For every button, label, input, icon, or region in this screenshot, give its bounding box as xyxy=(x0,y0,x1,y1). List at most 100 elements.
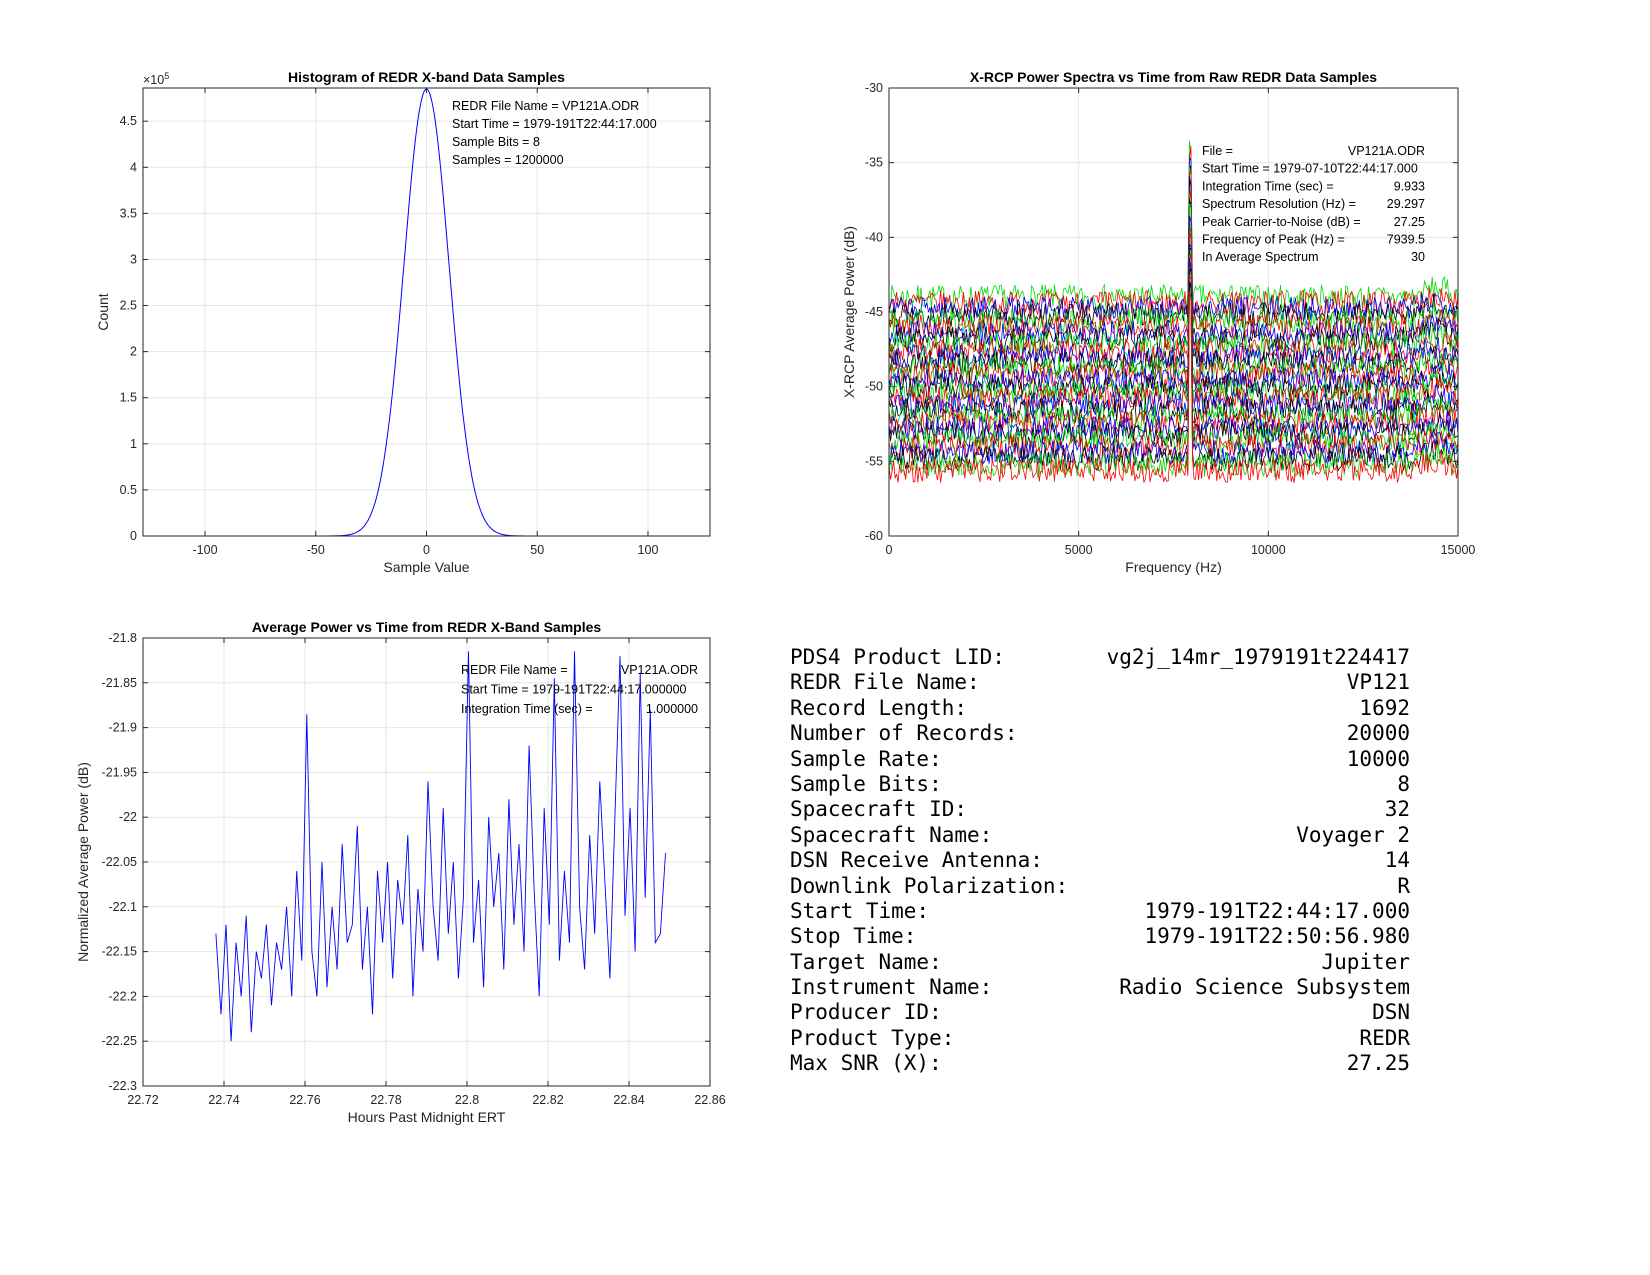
field-label: Spacecraft ID: xyxy=(790,797,968,822)
annotation-text: Sample Bits = 8 xyxy=(452,135,540,149)
table-row: Stop Time: 1979-191T22:50:56.980 xyxy=(790,924,1410,949)
x-tick-label: 100 xyxy=(638,543,659,557)
table-row: Product Type: REDR xyxy=(790,1026,1410,1051)
annotation-label: REDR File Name = xyxy=(461,663,568,677)
x-tick-label: 22.74 xyxy=(208,1093,239,1107)
spectrum-line xyxy=(888,243,1459,418)
y-tick-label: -40 xyxy=(865,230,883,244)
table-row: Downlink Polarization: R xyxy=(790,874,1410,899)
hist-chart: -100 -50 0 50 100 0 0.5 1 1.5 2 2.5 3 3.5 4 4.5 Histogr… xyxy=(95,69,711,575)
x-tick-label: 10000 xyxy=(1251,543,1286,557)
spectrum-line xyxy=(888,273,1459,455)
field-value: 20000 xyxy=(1346,721,1410,746)
y-tick-label: -22.25 xyxy=(102,1034,137,1048)
x-tick-label: 22.78 xyxy=(370,1093,401,1107)
x-axis-label: Hours Past Midnight ERT xyxy=(348,1109,506,1125)
table-row: Sample Rate: 10000 xyxy=(790,747,1410,772)
field-value: DSN xyxy=(1372,1000,1410,1025)
x-tick-label: 22.84 xyxy=(613,1093,644,1107)
x-axis-label: Sample Value xyxy=(383,559,469,575)
y-tick-label: -22.15 xyxy=(102,945,137,959)
y-axis-label: Normalized Average Power (dB) xyxy=(75,762,91,962)
power-chart: 22.72 22.74 22.76 22.78 22.8 22.82 22.84 22.86 -… xyxy=(75,619,726,1125)
field-label: REDR File Name: xyxy=(790,670,980,695)
x-tick-label: -100 xyxy=(193,543,218,557)
y-axis-label: Count xyxy=(95,293,111,330)
product-summary-table: PDS4 Product LID: vg2j_14mr_1979191t22441… xyxy=(790,645,1410,1077)
table-row: Spacecraft Name: Voyager 2 xyxy=(790,823,1410,848)
y-tick-label: -22.05 xyxy=(102,855,137,869)
annotation-label: In Average Spectrum xyxy=(1202,250,1319,264)
x-tick-label: 0 xyxy=(886,543,893,557)
y-tick-label: 1.5 xyxy=(120,391,137,405)
y-tick-label: -30 xyxy=(865,81,883,95)
table-row: Record Length: 1692 xyxy=(790,696,1410,721)
y-exponent-label: ×105 xyxy=(143,71,169,87)
field-value: Jupiter xyxy=(1321,949,1410,974)
spectrum-line xyxy=(888,171,1459,341)
y-tick-label: -35 xyxy=(865,156,883,170)
field-label: Spacecraft Name: xyxy=(790,822,993,847)
chart-title: Average Power vs Time from REDR X-Band S… xyxy=(252,619,602,635)
field-value: VP121 xyxy=(1346,670,1410,695)
field-value: 10000 xyxy=(1346,746,1410,771)
y-tick-label: -50 xyxy=(865,380,883,394)
field-label: Number of Records: xyxy=(790,721,1018,746)
y-tick-label: -22.3 xyxy=(109,1079,138,1093)
y-axis-label: X-RCP Average Power (dB) xyxy=(841,226,857,398)
y-tick-label: 2.5 xyxy=(120,299,137,313)
x-tick-label: 22.72 xyxy=(127,1093,158,1107)
spectrum-line xyxy=(888,281,1459,466)
field-label: Start Time: xyxy=(790,898,930,923)
field-label: DSN Receive Antenna: xyxy=(790,848,1043,873)
field-value: vg2j_14mr_1979191t224417 xyxy=(1106,645,1410,669)
x-tick-label: 22.76 xyxy=(289,1093,320,1107)
field-label: Instrument Name: xyxy=(790,975,993,1000)
field-label: Product Type: xyxy=(790,1025,955,1050)
y-tick-label: -60 xyxy=(865,529,883,543)
field-value: 32 xyxy=(1384,797,1410,822)
x-tick-label: 50 xyxy=(530,543,544,557)
table-row: Spacecraft ID: 32 xyxy=(790,797,1410,822)
field-value: R xyxy=(1397,873,1410,898)
table-row: PDS4 Product LID: vg2j_14mr_1979191t22441… xyxy=(790,645,1410,670)
table-row: REDR File Name: VP121 xyxy=(790,670,1410,695)
annotation-text: REDR File Name = VP121A.ODR xyxy=(452,99,639,113)
table-row: Max SNR (X): 27.25 xyxy=(790,1051,1410,1076)
annotation-value: VP121A.ODR xyxy=(621,663,698,677)
annotation-label: File = xyxy=(1202,144,1233,158)
field-value: 8 xyxy=(1397,771,1410,796)
field-label: Sample Rate: xyxy=(790,746,942,771)
field-value: 1979-191T22:50:56.980 xyxy=(1144,924,1410,949)
y-tick-label: -21.85 xyxy=(102,676,137,690)
spectrum-line xyxy=(888,250,1459,431)
field-value: 27.25 xyxy=(1346,1051,1410,1076)
x-tick-label: 22.86 xyxy=(694,1093,725,1107)
field-value: REDR xyxy=(1359,1025,1410,1050)
chart-title: Histogram of REDR X-band Data Samples xyxy=(288,69,565,85)
spectrum-line xyxy=(888,180,1459,353)
annotation-value: 29.297 xyxy=(1387,197,1425,211)
annotation-label: Start Time = 1979-07-10T22:44:17.000 xyxy=(1202,162,1418,176)
spec-chart: 0 5000 10000 15000 -60 -55 -50 -45 -40 -35 -30 X-RC… xyxy=(841,69,1475,575)
x-tick-label: 0 xyxy=(423,543,430,557)
field-value: 14 xyxy=(1384,848,1410,873)
power-line xyxy=(215,651,666,1042)
y-tick-label: -55 xyxy=(865,454,883,468)
annotation-value: 7939.5 xyxy=(1387,233,1425,247)
y-tick-label: -22 xyxy=(119,810,137,824)
field-value: Voyager 2 xyxy=(1296,822,1410,847)
annotation-value: 9.933 xyxy=(1394,179,1425,193)
spectrum-line xyxy=(888,291,1459,483)
x-tick-label: -50 xyxy=(307,543,325,557)
x-tick-label: 15000 xyxy=(1441,543,1476,557)
spectrum-line xyxy=(888,229,1459,412)
annotation-text: Samples = 1200000 xyxy=(452,153,564,167)
y-tick-label: -22.1 xyxy=(109,900,138,914)
field-label: Downlink Polarization: xyxy=(790,873,1069,898)
x-tick-label: 22.82 xyxy=(532,1093,563,1107)
table-row: Start Time: 1979-191T22:44:17.000 xyxy=(790,899,1410,924)
y-tick-label: -22.2 xyxy=(109,989,138,1003)
